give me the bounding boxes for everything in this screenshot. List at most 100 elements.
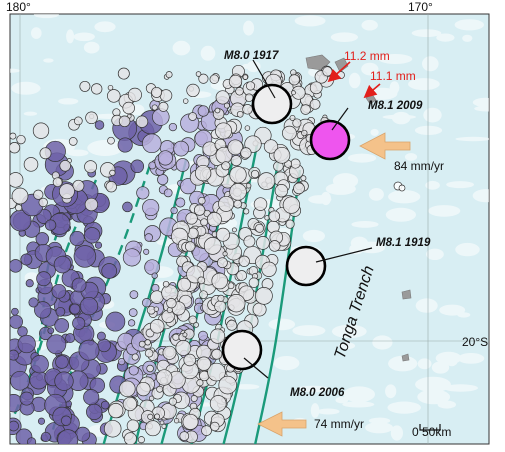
quake-circle xyxy=(300,175,307,182)
quake-circle xyxy=(245,182,252,189)
relief-patch xyxy=(296,385,330,393)
relief-patch xyxy=(330,32,358,42)
quake-circle xyxy=(136,186,150,200)
quake-circle xyxy=(173,140,189,157)
relief-patch xyxy=(361,19,378,31)
quake-m81-1919-circle xyxy=(285,245,327,287)
quake-circle xyxy=(53,255,72,274)
quake-circle xyxy=(188,112,197,121)
quake-circle xyxy=(59,160,71,172)
relief-patch xyxy=(83,41,100,54)
relief-patch xyxy=(317,408,340,415)
quake-circle xyxy=(238,255,250,267)
quake-circle xyxy=(273,146,291,164)
quake-circle xyxy=(159,420,165,426)
quake-circle xyxy=(79,80,91,92)
quake-circle xyxy=(214,107,221,114)
relief-patch xyxy=(10,68,21,73)
relief-patch xyxy=(382,114,416,120)
quake-circle xyxy=(227,282,235,290)
quake-circle xyxy=(285,219,295,229)
quake-circle xyxy=(108,403,124,419)
scale-bar xyxy=(419,424,441,431)
quake-circle xyxy=(84,197,99,212)
relief-patch xyxy=(426,248,444,260)
relief-patch xyxy=(361,62,379,76)
quake-circle xyxy=(252,302,267,317)
gps-vector-label-2: 11.1 mm xyxy=(370,69,416,83)
slab-contour xyxy=(254,169,302,444)
quake-circle xyxy=(179,431,190,441)
relief-patch xyxy=(457,353,485,364)
relief-patch xyxy=(385,384,397,399)
quake-circle xyxy=(301,129,308,137)
relief-patch xyxy=(417,389,451,405)
quake-circle xyxy=(37,417,46,425)
quake-circle xyxy=(10,349,19,361)
quake-circle xyxy=(248,277,260,288)
quake-circle xyxy=(55,355,69,369)
quake-circle xyxy=(94,241,103,249)
quake-circle xyxy=(222,251,228,257)
quake-circle xyxy=(175,340,192,356)
quake-circle xyxy=(11,187,29,205)
quake-circle xyxy=(161,423,167,429)
quake-circle xyxy=(117,67,130,80)
relief-patch xyxy=(436,33,455,42)
quake-circle xyxy=(229,183,247,201)
quake-circle xyxy=(214,300,227,313)
quake-circle xyxy=(15,204,23,212)
quake-circle xyxy=(236,270,248,281)
quake-circle xyxy=(96,331,106,341)
quake-circle xyxy=(61,415,72,426)
relief-patch xyxy=(273,356,300,371)
quake-circle xyxy=(156,369,173,386)
quake-circle xyxy=(157,150,173,166)
quake-circle xyxy=(157,174,169,186)
quake-circle xyxy=(101,263,118,279)
gps-vector-arrow-2 xyxy=(363,83,381,99)
relief-patch xyxy=(368,188,384,201)
relief-patch xyxy=(472,189,489,203)
quake-circle xyxy=(184,241,196,252)
relief-patch xyxy=(415,376,451,393)
plate-rate-label-north: 84 mm/yr xyxy=(394,159,444,173)
quake-circle xyxy=(144,420,161,437)
quake-circle xyxy=(122,201,133,213)
quake-circle xyxy=(186,83,200,98)
quake-m81-2009-circle xyxy=(309,119,351,161)
quake-circle xyxy=(185,212,198,225)
quake-circle xyxy=(194,164,212,182)
relief-patch xyxy=(338,342,356,350)
relief-patch xyxy=(370,128,379,136)
label-leaders xyxy=(243,59,373,379)
quake-circle xyxy=(25,279,34,288)
quake-circle xyxy=(242,74,248,80)
relief-patch xyxy=(332,173,359,189)
quake-circle xyxy=(290,158,301,169)
relief-patch xyxy=(387,401,421,414)
relief-patch xyxy=(302,229,325,243)
quake-circle xyxy=(126,419,140,432)
quake-circle xyxy=(105,181,117,193)
quake-circle xyxy=(198,73,209,84)
relief-patch xyxy=(378,54,413,64)
quake-circle xyxy=(282,196,301,214)
quake-circle xyxy=(27,437,37,444)
earthquake-epicenters xyxy=(10,64,406,444)
quake-circle xyxy=(58,183,75,200)
quake-circle xyxy=(84,160,98,174)
quake-circle xyxy=(105,311,126,332)
quake-circle xyxy=(151,86,163,98)
quake-circle xyxy=(73,116,83,126)
quake-circle xyxy=(230,155,242,167)
quake-label-m81-1919: M8.1 1919 xyxy=(376,237,431,249)
relief-patch xyxy=(342,401,375,408)
quake-circle xyxy=(215,122,232,140)
quake-circle xyxy=(177,277,191,292)
quake-circle xyxy=(143,248,150,255)
quake-circle xyxy=(119,380,136,398)
quake-circle xyxy=(65,333,76,344)
quake-circle xyxy=(183,353,196,367)
